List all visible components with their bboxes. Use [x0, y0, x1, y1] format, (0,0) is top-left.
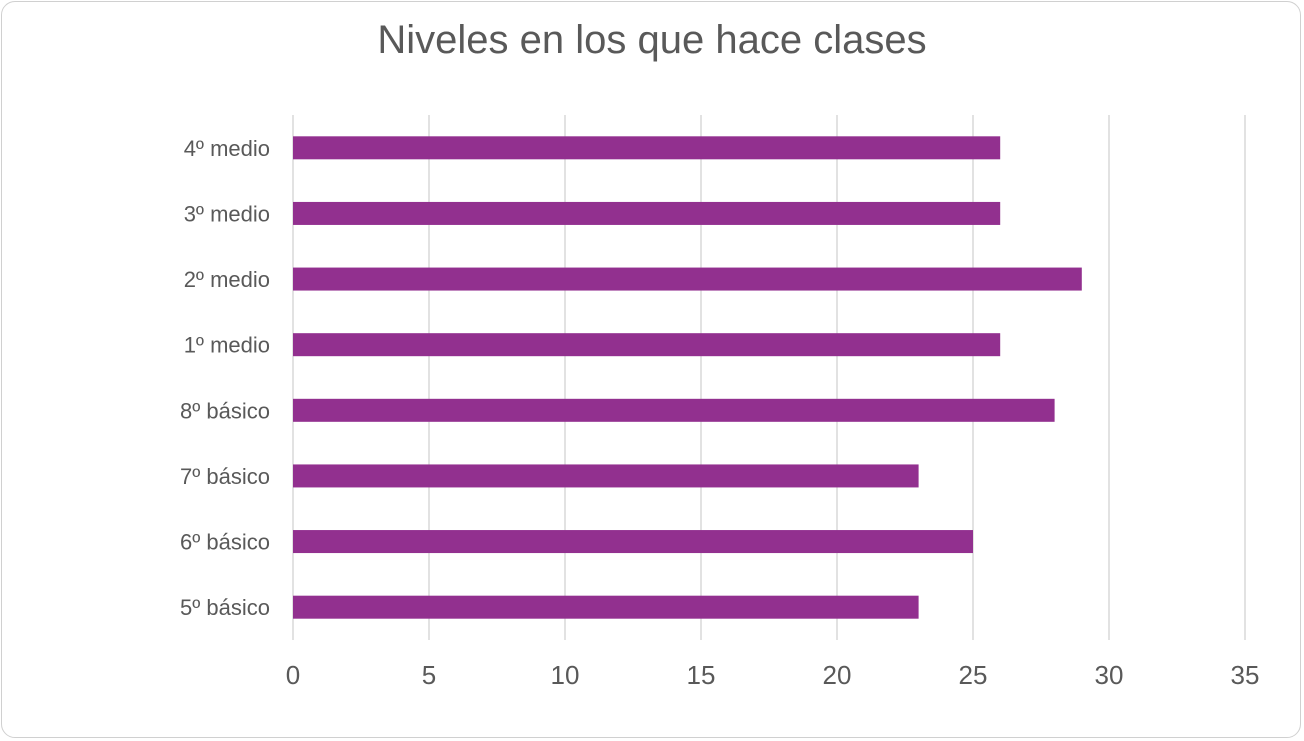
category-label: 7º básico [180, 464, 270, 489]
bar-5 [293, 267, 1082, 291]
x-tick-label: 15 [687, 660, 716, 690]
bars [293, 136, 1082, 619]
bar-3 [293, 398, 1055, 422]
x-tick-label: 35 [1231, 660, 1260, 690]
grid-lines [292, 115, 1246, 640]
category-label: 4º medio [184, 136, 270, 161]
bar-4 [293, 333, 1001, 357]
x-tick-label: 0 [286, 660, 300, 690]
category-label: 2º medio [184, 267, 270, 292]
bar-0 [293, 595, 919, 619]
bar-6 [293, 201, 1001, 225]
category-label: 3º medio [184, 201, 270, 226]
category-label: 1º medio [184, 333, 270, 358]
x-tick-label: 10 [551, 660, 580, 690]
x-tick-label: 5 [422, 660, 436, 690]
bar-2 [293, 464, 919, 488]
category-label: 6º básico [180, 530, 270, 555]
x-tick-labels: 0 5 10 15 20 25 30 35 [286, 660, 1260, 690]
x-tick-label: 25 [959, 660, 988, 690]
category-label: 8º básico [180, 398, 270, 423]
chart-title: Niveles en los que hace clases [377, 18, 927, 62]
bar-1 [293, 530, 973, 554]
bar-7 [293, 136, 1001, 160]
category-label: 5º básico [180, 595, 270, 620]
category-labels: 5º básico 6º básico 7º básico 8º básico 1º m… [180, 136, 270, 620]
x-tick-label: 20 [823, 660, 852, 690]
x-tick-label: 30 [1095, 660, 1124, 690]
